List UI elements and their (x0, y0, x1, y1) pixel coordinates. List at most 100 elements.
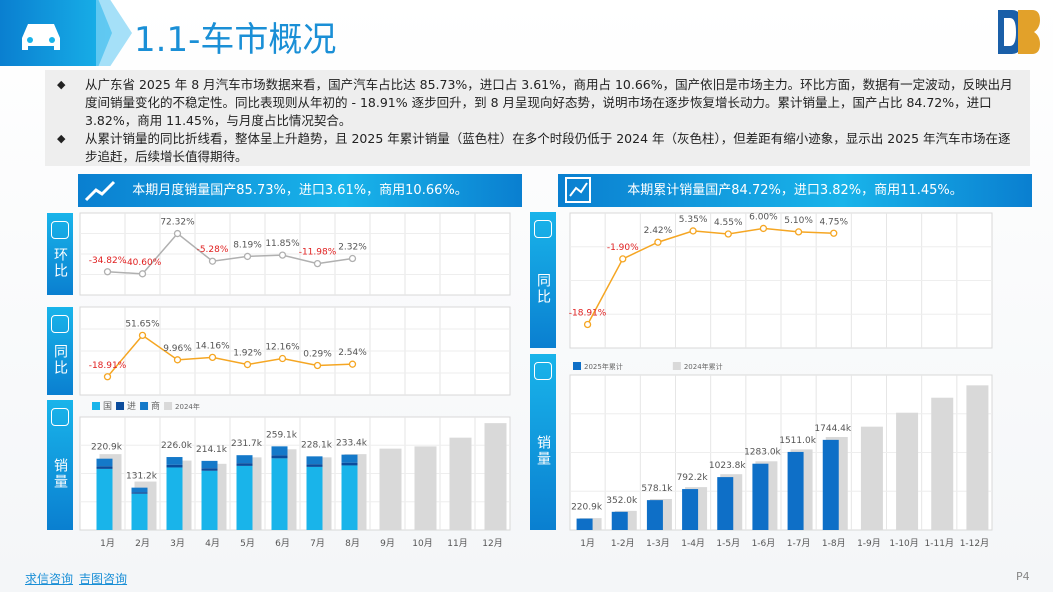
bar (201, 460, 218, 469)
side-label-text: 同比 (535, 273, 551, 305)
bar (271, 458, 288, 530)
bar (201, 468, 218, 471)
data-label: 2.54% (338, 348, 367, 358)
bar (201, 470, 218, 530)
point (794, 228, 803, 236)
side-label: 销量 (530, 354, 556, 530)
point (278, 354, 287, 363)
bar (271, 446, 288, 456)
x-tick-label: 11月 (447, 538, 467, 549)
data-label: 51.65% (125, 319, 160, 329)
x-tick-label: 1-2月 (611, 538, 635, 549)
comparison-bar (931, 397, 954, 530)
data-label: 1511.0k (779, 436, 816, 446)
data-label: -18.91% (89, 361, 127, 371)
point (830, 229, 838, 237)
page-number: P4 (1016, 570, 1030, 583)
bar (166, 467, 183, 530)
bar (822, 439, 839, 530)
total-label: 259.1k (266, 430, 298, 440)
bullet-text: 从广东省 2025 年 8 月汽车市场数据来看，国产汽车占比达 85.73%，进… (57, 76, 1020, 130)
comparison-bar (379, 448, 402, 530)
data-label: 1744.4k (814, 424, 851, 434)
data-label: 1283.0k (744, 448, 781, 458)
point (348, 360, 357, 368)
data-label: -11.98% (299, 248, 337, 258)
data-label: 12.16% (265, 343, 300, 353)
bullet-text: 从累计销量的同比折线看，整体呈上升趋势，且 2025 年累计销量（蓝色柱）在多个… (57, 130, 1020, 166)
data-label: -5.28% (197, 245, 229, 255)
x-tick-label: 1-11月 (925, 538, 954, 549)
comparison-bar (966, 385, 989, 530)
footer-link[interactable]: 求信咨询 (25, 572, 74, 586)
bar (752, 463, 769, 530)
point (619, 255, 627, 263)
total-label: 131.2k (126, 472, 158, 482)
bar (787, 451, 804, 530)
point (654, 238, 662, 246)
x-tick-label: 5月 (240, 538, 255, 549)
total-label: 231.7k (231, 439, 263, 449)
data-label: -40.60% (124, 258, 162, 268)
side-label-text: 同比 (52, 344, 68, 376)
x-tick-label: 1-4月 (681, 538, 705, 549)
side-label-text: 环比 (52, 247, 68, 279)
total-label: 214.1k (196, 445, 228, 455)
x-tick-label: 4月 (205, 538, 220, 549)
legend-label: 进 (127, 401, 136, 412)
point (208, 257, 217, 265)
legend-swatch (92, 402, 100, 410)
bar (341, 454, 358, 463)
legend-swatch (140, 402, 149, 410)
point (173, 229, 182, 238)
data-label: 2.42% (644, 226, 673, 236)
comparison-bar (896, 412, 919, 530)
total-label: 228.1k (301, 440, 333, 450)
legend-label: 2024年 (175, 402, 200, 411)
bar (306, 466, 323, 530)
point (313, 259, 322, 268)
x-tick-label: 1-6月 (752, 538, 776, 549)
bar (271, 455, 288, 459)
comparison-bar (484, 423, 507, 530)
bar (646, 500, 663, 530)
bar (611, 511, 628, 530)
total-label: 220.9k (91, 443, 123, 453)
x-tick-label: 1-5月 (716, 538, 740, 549)
side-label: 销量 (47, 400, 73, 530)
comparison-bar (449, 437, 472, 530)
point (348, 254, 357, 263)
legend-swatch (672, 362, 681, 370)
bar (717, 477, 734, 530)
x-tick-label: 1-9月 (857, 538, 881, 549)
data-label: 578.1k (641, 484, 673, 494)
total-label: 233.4k (336, 439, 368, 449)
car-icon (22, 24, 60, 50)
point (759, 224, 768, 233)
footer-link[interactable]: 吉图咨询 (79, 572, 128, 586)
x-tick-label: 1-7月 (787, 538, 811, 549)
bar (236, 465, 253, 530)
point (103, 373, 112, 381)
x-tick-label: 1月 (100, 538, 115, 549)
comparison-bar (414, 446, 437, 530)
x-tick-label: 9月 (380, 538, 395, 549)
bar (341, 462, 358, 466)
bar (166, 457, 183, 465)
line (106, 334, 353, 378)
point (138, 331, 147, 340)
legend-label: 2025年累计 (584, 362, 623, 371)
data-label: 352.0k (606, 496, 638, 506)
side-label: 环比 (47, 213, 73, 295)
summary-box: 从广东省 2025 年 8 月汽车市场数据来看，国产汽车占比达 85.73%，进… (45, 70, 1030, 166)
point (173, 356, 182, 364)
x-tick-label: 10月 (412, 538, 432, 549)
data-label: 5.10% (784, 216, 813, 226)
bar (131, 493, 148, 530)
data-label: 1.92% (233, 349, 262, 359)
x-tick-label: 6月 (275, 538, 290, 549)
panel-title: 本期累计销量国产84.72%，进口3.82%，商用11.45%。 (558, 174, 1032, 207)
legend-swatch (116, 402, 125, 410)
bar (236, 463, 253, 466)
